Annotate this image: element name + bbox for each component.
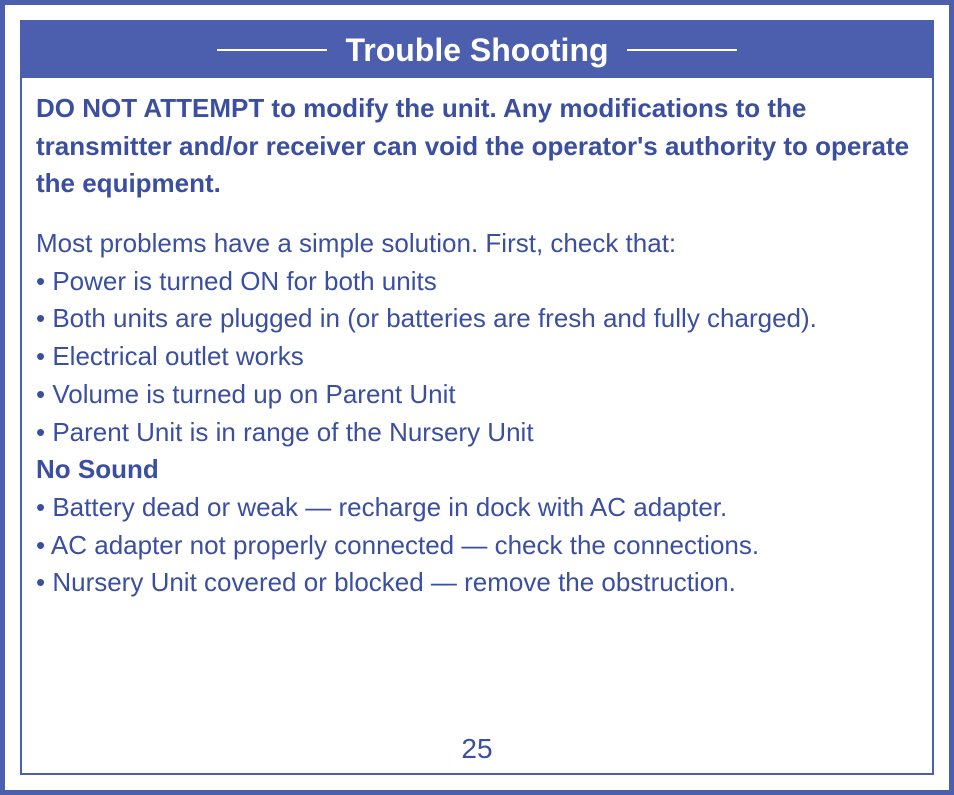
check-item: • Electrical outlet works: [36, 338, 918, 376]
title-bar: Trouble Shooting: [22, 22, 932, 78]
check-item: • Volume is turned up on Parent Unit: [36, 376, 918, 414]
warning-text: DO NOT ATTEMPT to modify the unit. Any m…: [36, 90, 918, 203]
section-heading: No Sound: [36, 451, 918, 489]
title-rule-left: [217, 49, 327, 51]
page-number: 25: [22, 733, 932, 773]
page-title: Trouble Shooting: [345, 32, 608, 69]
check-item: • Both units are plugged in (or batterie…: [36, 300, 918, 338]
outer-frame: Trouble Shooting DO NOT ATTEMPT to modif…: [0, 0, 954, 795]
title-rule-right: [627, 49, 737, 51]
intro-text: Most problems have a simple solution. Fi…: [36, 225, 918, 263]
check-item: • Power is turned ON for both units: [36, 263, 918, 301]
section-item: • Nursery Unit covered or blocked — remo…: [36, 564, 918, 602]
content-area: DO NOT ATTEMPT to modify the unit. Any m…: [22, 78, 932, 733]
section-item: • Battery dead or weak — recharge in doc…: [36, 489, 918, 527]
inner-frame: Trouble Shooting DO NOT ATTEMPT to modif…: [20, 20, 934, 775]
check-item: • Parent Unit is in range of the Nursery…: [36, 414, 918, 452]
section-item: • AC adapter not properly connected — ch…: [36, 527, 918, 565]
